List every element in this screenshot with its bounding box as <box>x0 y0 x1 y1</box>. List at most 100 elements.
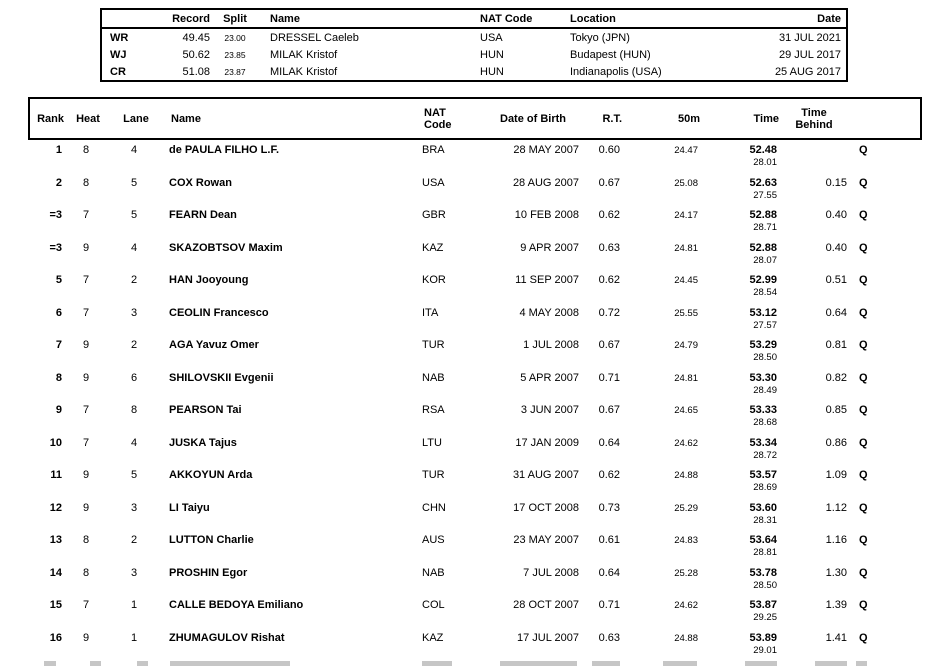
swimmer-name: COX Rowan <box>169 176 232 189</box>
time-cell: 53.29 28.50 <box>698 335 777 368</box>
record-time-cell: 49.45 <box>182 31 210 44</box>
clipped-q-fragment <box>856 661 867 666</box>
result-row: 15 7 1 CALLE BEDOYA Emiliano COL 28 OCT … <box>28 595 922 628</box>
time-cell: 52.63 27.55 <box>698 173 777 206</box>
clipped-time-fragment <box>745 661 777 666</box>
record-date-cell: 25 AUG 2017 <box>774 65 841 78</box>
time-behind-cell: 0.85 <box>825 404 847 416</box>
time-cell: 52.88 28.71 <box>698 205 777 238</box>
rank-cell: 14 <box>49 566 62 579</box>
reaction-time-cell: 0.67 <box>598 176 620 189</box>
time-cell: 53.78 28.50 <box>698 563 777 596</box>
time-behind-cell: 0.51 <box>825 274 847 286</box>
final-time: 52.48 <box>749 144 777 156</box>
record-code-cell: WJ <box>110 48 127 61</box>
nat-code-cell: GBR <box>422 209 446 221</box>
clipped-rank-fragment <box>44 661 56 666</box>
swimmer-name: AKKOYUN Arda <box>169 469 253 481</box>
qualified-badge: Q <box>859 371 868 384</box>
record-location-cell: Tokyo (JPN) <box>570 31 630 44</box>
heat-cell: 7 <box>82 209 90 221</box>
reaction-time-cell: 0.63 <box>598 241 620 254</box>
time-cell: 53.30 28.49 <box>698 368 777 401</box>
lane-cell: 1 <box>130 631 138 644</box>
heat-cell: 9 <box>82 371 90 384</box>
swimmer-name: PROSHIN Egor <box>169 566 248 579</box>
result-row: 16 9 1 ZHUMAGULOV Rishat KAZ 17 JUL 2007… <box>28 628 922 661</box>
rank-header: Rank <box>37 112 64 125</box>
heat-cell: 7 <box>82 274 90 286</box>
split-50m-cell: 24.65 <box>674 405 698 416</box>
record-location-cell: Budapest (HUN) <box>570 48 651 61</box>
time-behind-cell: 0.82 <box>825 371 847 384</box>
time-cell: 53.87 29.25 <box>698 595 777 628</box>
swimmer-name: HAN Jooyoung <box>169 274 249 286</box>
clipped-heat-fragment <box>90 661 101 666</box>
record-split-cell: 23.87 <box>224 66 246 77</box>
second-50m-split: 29.01 <box>753 644 777 656</box>
record-holder-name: DRESSEL Caeleb <box>270 31 359 44</box>
lane-cell: 6 <box>130 371 138 384</box>
record-nat-code-cell: HUN <box>480 48 504 61</box>
lane-cell: 5 <box>130 469 138 481</box>
second-50m-split: 28.07 <box>753 254 777 266</box>
result-row: 14 8 3 PROSHIN Egor NAB 7 JUL 2008 0.64 … <box>28 563 922 596</box>
second-50m-split: 27.57 <box>753 319 777 331</box>
rank-cell: 10 <box>49 436 62 449</box>
rank-cell: 2 <box>55 176 62 189</box>
record-location-cell: Indianapolis (USA) <box>570 65 662 78</box>
result-row: 1 8 4 de PAULA FILHO L.F. BRA 28 MAY 200… <box>28 140 922 173</box>
clipped-dob-fragment <box>500 661 577 666</box>
qualified-badge: Q <box>859 176 868 189</box>
split-header: Split <box>223 12 247 25</box>
results-body: 1 8 4 de PAULA FILHO L.F. BRA 28 MAY 200… <box>28 140 922 660</box>
result-row: 5 7 2 HAN Jooyoung KOR 11 SEP 2007 0.62 … <box>28 270 922 303</box>
time-cell: 52.48 28.01 <box>698 140 777 173</box>
final-time: 53.34 <box>749 436 777 449</box>
nat-code-cell: TUR <box>422 469 445 481</box>
time-behind-header: Time Behind <box>795 106 833 131</box>
lane-cell: 1 <box>130 599 138 611</box>
name-header: Name <box>270 12 300 25</box>
rank-cell: =3 <box>49 241 62 254</box>
split-50m-cell: 24.62 <box>674 600 698 611</box>
result-row: 7 9 2 AGA Yavuz Omer TUR 1 JUL 2008 0.67… <box>28 335 922 368</box>
split-50m-cell: 24.88 <box>674 470 698 481</box>
qualified-badge: Q <box>859 404 868 416</box>
date-of-birth-cell: 28 AUG 2007 <box>512 176 579 189</box>
heat-cell: 9 <box>82 339 90 351</box>
split-50m-cell: 24.81 <box>674 372 698 384</box>
record-time-cell: 51.08 <box>182 65 210 78</box>
reaction-time-cell: 0.72 <box>598 306 620 319</box>
clipped-behind-fragment <box>815 661 847 666</box>
time-behind-cell: 0.81 <box>825 339 847 351</box>
swimmer-name: CALLE BEDOYA Emiliano <box>169 599 304 611</box>
result-row: 8 9 6 SHILOVSKII Evgenii NAB 5 APR 2007 … <box>28 368 922 401</box>
split-50m-cell: 25.29 <box>674 502 698 514</box>
swimmer-name: LI Taiyu <box>169 501 210 514</box>
lane-cell: 2 <box>130 534 138 546</box>
qualified-badge: Q <box>859 144 868 156</box>
clipped-name-fragment <box>170 661 290 666</box>
final-time: 53.29 <box>749 339 777 351</box>
time-behind-cell: 1.30 <box>825 566 847 579</box>
heat-cell: 7 <box>82 404 90 416</box>
qualified-badge: Q <box>859 501 868 514</box>
split-50m-cell: 24.79 <box>674 340 698 351</box>
second-50m-split: 28.71 <box>753 222 777 233</box>
rank-cell: 7 <box>55 339 62 351</box>
swimmer-name: SKAZOBTSOV Maxim <box>169 241 283 254</box>
time-cell: 52.88 28.07 <box>698 238 777 271</box>
record-nat-code-cell: USA <box>480 31 503 44</box>
record-row: WR 49.45 23.00 DRESSEL Caeleb USA Tokyo … <box>102 29 846 46</box>
split-50m-cell: 25.55 <box>674 307 698 319</box>
time-cell: 52.99 28.54 <box>698 270 777 303</box>
heat-cell: 7 <box>82 599 90 611</box>
nat-code-header: NAT Code <box>424 106 452 131</box>
time-behind-cell: 1.09 <box>825 469 847 481</box>
record-nat-code-cell: HUN <box>480 65 504 78</box>
rank-cell: 16 <box>49 631 62 644</box>
qualified-badge: Q <box>859 469 868 481</box>
nat-code-cell: TUR <box>422 339 445 351</box>
